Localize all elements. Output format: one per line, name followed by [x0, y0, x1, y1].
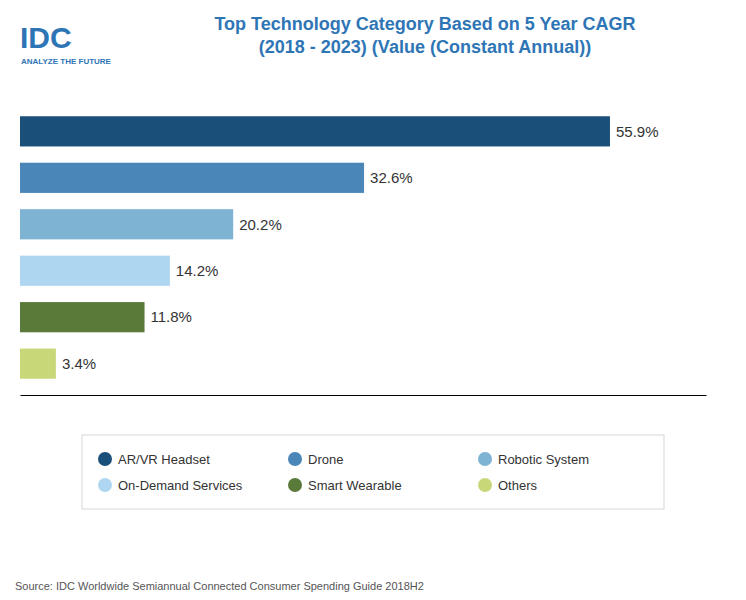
legend-swatch [288, 478, 302, 492]
chart-svg: IDC ANALYZE THE FUTURE Top Technology Cate… [0, 0, 746, 600]
legend-item: Robotic System [478, 452, 589, 467]
data-label: 3.4% [62, 355, 96, 372]
data-label: 32.6% [370, 169, 413, 186]
data-label: 11.8% [151, 308, 192, 325]
chart-title-line: Top Technology Category Based on 5 Year … [214, 14, 635, 34]
bar [20, 349, 56, 379]
data-label: 14.2% [176, 262, 219, 279]
legend-label: Robotic System [498, 452, 589, 467]
logo-subtitle: ANALYZE THE FUTURE [21, 57, 112, 66]
bar [20, 163, 364, 193]
legend: AR/VR Headset Drone Robotic System On-Deman… [82, 435, 664, 509]
chart-title: Top Technology Category Based on 5 Year … [214, 14, 635, 57]
bar [20, 256, 170, 286]
data-label: 20.2% [239, 216, 282, 233]
chart-container: IDC ANALYZE THE FUTURE Top Technology Cate… [0, 0, 746, 600]
data-labels: 55.9% 32.6% 20.2% 14.2% 11.8% 3.4% [62, 123, 659, 372]
logo-text: IDC [20, 21, 72, 54]
legend-swatch [98, 452, 112, 466]
legend-label: On-Demand Services [118, 478, 243, 493]
source-text: Source: IDC Worldwide Semiannual Connect… [15, 580, 424, 592]
plot-area: 55.9% 32.6% 20.2% 14.2% 11.8% 3.4% [20, 116, 707, 395]
legend-label: AR/VR Headset [118, 452, 210, 467]
legend-swatch [288, 452, 302, 466]
legend-label: Drone [308, 452, 343, 467]
x-axis [21, 395, 707, 396]
legend-swatch [98, 478, 112, 492]
x-axis-line [21, 395, 707, 396]
data-label: 55.9% [616, 123, 659, 140]
legend-label: Smart Wearable [308, 478, 402, 493]
legend-swatch [478, 452, 492, 466]
legend-item: AR/VR Headset [98, 452, 210, 467]
bars [20, 116, 610, 378]
bar [20, 116, 610, 146]
bar [20, 302, 145, 332]
legend-item: Others [478, 478, 538, 493]
legend-item: Drone [288, 452, 343, 467]
bar [20, 209, 233, 239]
legend-item: On-Demand Services [98, 478, 243, 493]
legend-item: Smart Wearable [288, 478, 402, 493]
chart-title-line: (2018 - 2023) (Value (Constant Annual)) [259, 37, 591, 57]
legend-box [82, 435, 664, 509]
legend-swatch [478, 478, 492, 492]
legend-label: Others [498, 478, 538, 493]
